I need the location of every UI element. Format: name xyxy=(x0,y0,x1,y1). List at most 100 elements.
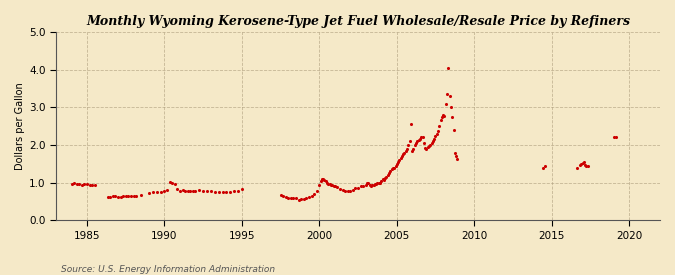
Point xyxy=(451,154,462,158)
Point xyxy=(115,194,126,199)
Point xyxy=(167,180,178,185)
Point xyxy=(172,187,183,191)
Point xyxy=(327,183,338,188)
Point xyxy=(194,188,205,192)
Point xyxy=(608,135,619,140)
Point xyxy=(414,137,425,142)
Point xyxy=(367,183,378,188)
Point xyxy=(113,195,124,199)
Point xyxy=(389,165,400,170)
Point xyxy=(352,185,363,190)
Point xyxy=(434,124,445,128)
Point xyxy=(275,192,286,197)
Point xyxy=(198,189,209,193)
Point xyxy=(213,190,224,194)
Point xyxy=(66,182,77,186)
Point xyxy=(236,187,247,192)
Point xyxy=(280,194,291,199)
Point xyxy=(377,177,388,181)
Point xyxy=(447,114,458,119)
Point xyxy=(443,65,454,70)
Point xyxy=(178,188,188,192)
Point xyxy=(164,180,175,184)
Point xyxy=(162,188,173,192)
Title: Monthly Wyoming Kerosene-Type Jet Fuel Wholesale/Resale Price by Refiners: Monthly Wyoming Kerosene-Type Jet Fuel W… xyxy=(86,15,630,28)
Point xyxy=(202,189,213,193)
Point xyxy=(87,183,98,187)
Point xyxy=(580,162,591,167)
Point xyxy=(431,131,442,136)
Point xyxy=(69,181,80,186)
Point xyxy=(155,189,166,194)
Point xyxy=(306,194,317,198)
Point xyxy=(321,178,331,183)
Point xyxy=(425,143,436,147)
Point xyxy=(294,197,304,202)
Point xyxy=(611,134,622,139)
Point xyxy=(435,118,446,123)
Point xyxy=(205,189,216,194)
Point xyxy=(386,167,397,172)
Point xyxy=(373,181,384,186)
Point xyxy=(577,161,588,165)
Point xyxy=(217,189,228,194)
Point xyxy=(182,189,193,194)
Point xyxy=(309,192,320,196)
Point xyxy=(358,183,369,188)
Point xyxy=(433,128,443,133)
Point xyxy=(229,189,240,194)
Point xyxy=(315,178,326,183)
Point xyxy=(317,177,327,181)
Point xyxy=(72,182,82,186)
Point xyxy=(364,182,375,187)
Point xyxy=(278,194,289,198)
Point xyxy=(387,166,398,170)
Point xyxy=(159,189,170,193)
Point xyxy=(102,195,113,199)
Point xyxy=(136,193,146,198)
Point xyxy=(185,189,196,193)
Point xyxy=(372,181,383,186)
Point xyxy=(324,182,335,186)
Point xyxy=(402,147,412,151)
Point xyxy=(413,138,424,143)
Point xyxy=(403,143,414,147)
Point xyxy=(126,194,136,198)
Point xyxy=(437,114,448,119)
Point xyxy=(441,101,452,106)
Point xyxy=(416,135,427,140)
Point xyxy=(383,171,394,175)
Point xyxy=(410,143,421,147)
Point xyxy=(298,197,309,201)
Point xyxy=(360,182,371,187)
Point xyxy=(291,196,302,200)
Point xyxy=(404,139,415,143)
Point xyxy=(421,147,432,151)
Point xyxy=(444,94,455,98)
Point xyxy=(233,189,244,193)
Point xyxy=(429,137,439,142)
Point xyxy=(117,194,128,199)
Point xyxy=(390,164,401,168)
Point xyxy=(448,128,459,132)
Point xyxy=(79,182,90,186)
Point xyxy=(209,189,220,194)
Point xyxy=(190,189,201,193)
Point xyxy=(376,178,387,183)
Point xyxy=(322,180,333,185)
Point xyxy=(337,188,348,192)
Point xyxy=(169,182,180,186)
Point xyxy=(392,162,402,166)
Point xyxy=(574,162,585,167)
Point xyxy=(128,194,139,198)
Point xyxy=(581,164,592,169)
Point xyxy=(319,177,330,182)
Text: Source: U.S. Energy Information Administration: Source: U.S. Energy Information Administ… xyxy=(61,265,275,274)
Point xyxy=(82,182,92,186)
Point xyxy=(450,150,460,155)
Point xyxy=(332,185,343,189)
Point xyxy=(576,162,587,166)
Point xyxy=(147,190,158,195)
Point xyxy=(120,194,131,198)
Point xyxy=(441,92,452,96)
